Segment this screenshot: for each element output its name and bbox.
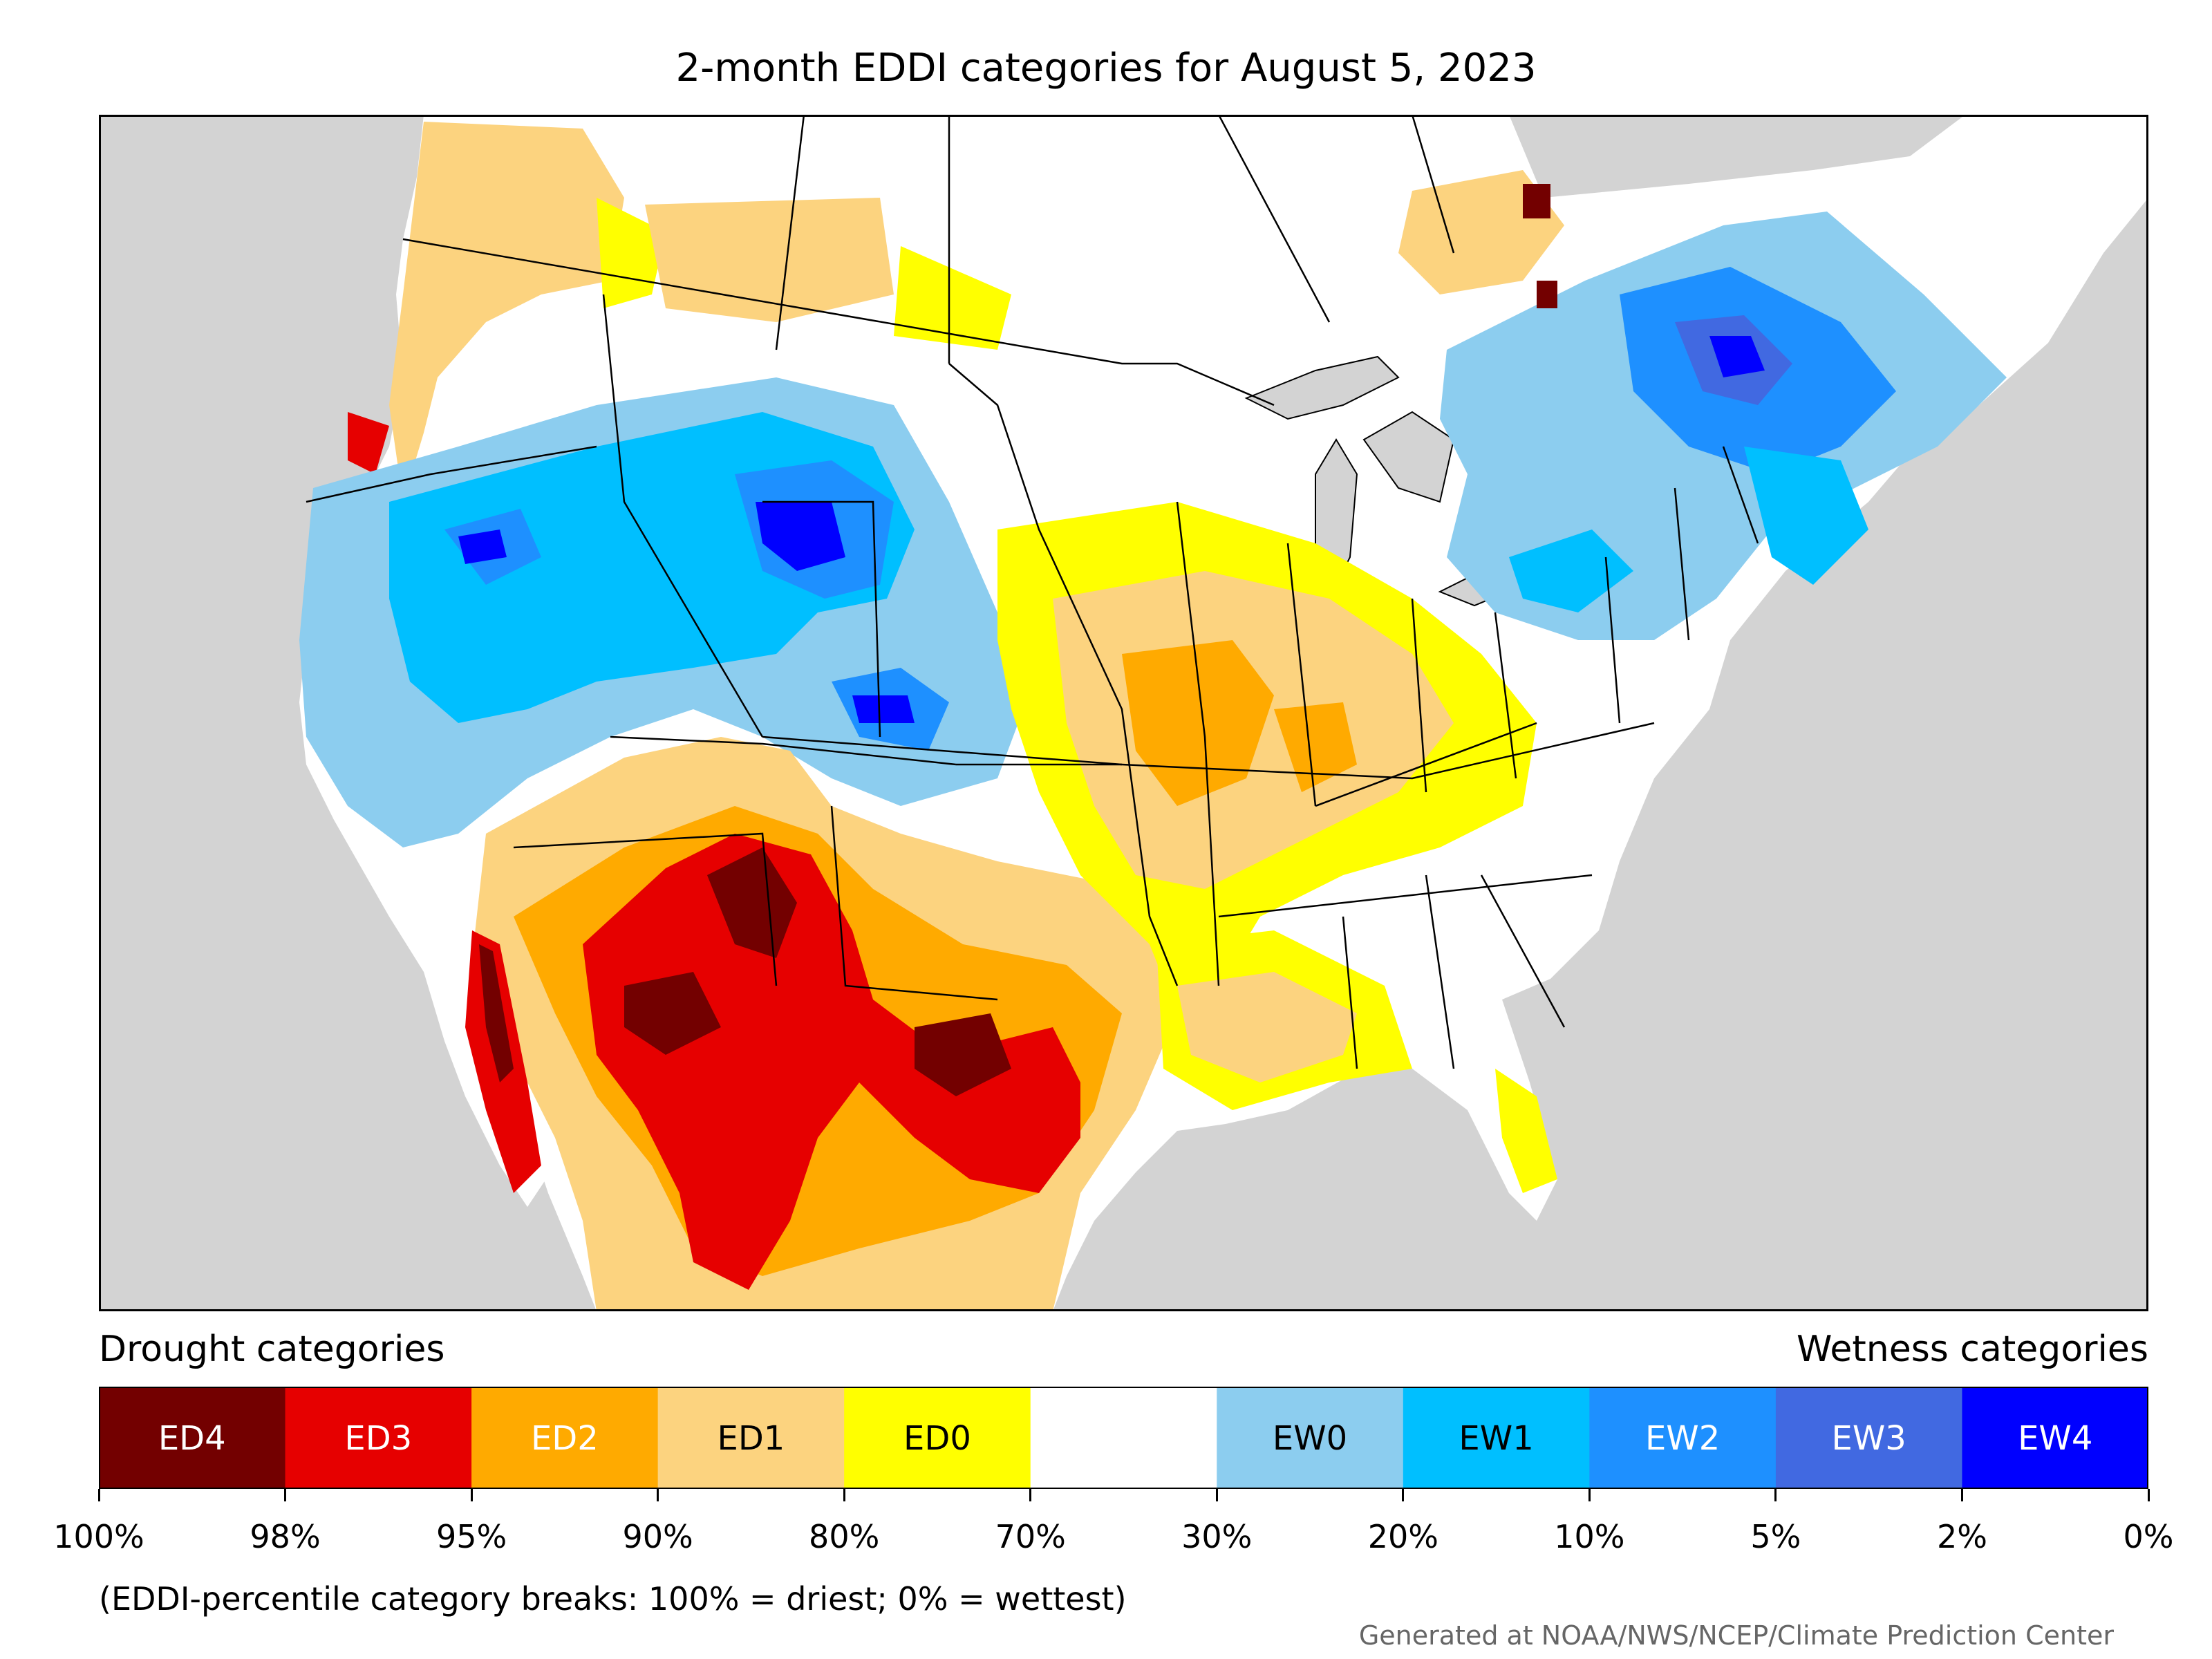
tick-label: 100% xyxy=(53,1518,144,1555)
colorbar-swatch-ed0 xyxy=(844,1387,1031,1489)
map-frame xyxy=(99,115,2148,1311)
tick-label: 20% xyxy=(1367,1518,1438,1555)
colorbar-label-ew3: EW3 xyxy=(1832,1419,1906,1458)
colorbar-label-ew0: EW0 xyxy=(1273,1419,1347,1458)
category-note: (EDDI-percentile category breaks: 100% =… xyxy=(99,1580,1127,1618)
tick-label: 0% xyxy=(2123,1518,2174,1555)
tick-label: 2% xyxy=(1936,1518,1987,1555)
colorbar-swatch-ed4 xyxy=(99,1387,286,1489)
category-patches xyxy=(299,122,2007,1311)
wetness-heading: Wetness categories xyxy=(1797,1329,2148,1370)
tick-mark xyxy=(843,1489,845,1501)
tick-mark xyxy=(1402,1489,1405,1501)
tick-mark xyxy=(284,1489,287,1501)
colorbar-swatch-ew0 xyxy=(1217,1387,1404,1489)
colorbar-swatch-ew1 xyxy=(1403,1387,1590,1489)
colorbar-label-ed1: ED1 xyxy=(717,1419,785,1458)
tick-label: 5% xyxy=(1750,1518,1801,1555)
colorbar-label-ed4: ED4 xyxy=(158,1419,226,1458)
tick-mark xyxy=(1774,1489,1777,1501)
tick-label: 98% xyxy=(250,1518,321,1555)
tick-label: 90% xyxy=(622,1518,693,1555)
credit-text: Generated at NOAA/NWS/NCEP/Climate Predi… xyxy=(1358,1620,2114,1651)
state-borders xyxy=(306,115,1759,1069)
colorbar-swatch-ed2 xyxy=(471,1387,659,1489)
colorbar-label-ed2: ED2 xyxy=(531,1419,599,1458)
category-colorbar: ED4 ED3 ED2 ED1 ED0 EW0 EW1 EW2 EW3 EW4 xyxy=(99,1387,2148,1489)
tick-label: 95% xyxy=(435,1518,507,1555)
map-title: 2-month EDDI categories for August 5, 20… xyxy=(675,46,1537,91)
colorbar-label-ew2: EW2 xyxy=(1645,1419,1720,1458)
colorbar-swatch-ew2 xyxy=(1589,1387,1777,1489)
colorbar-swatch-normal xyxy=(1030,1387,1217,1489)
tick-mark xyxy=(2147,1489,2150,1501)
tick-label: 30% xyxy=(1181,1518,1253,1555)
colorbar-swatch-ew3 xyxy=(1775,1387,1962,1489)
colorbar-label-ew1: EW1 xyxy=(1459,1419,1533,1458)
colorbar-swatch-ew4 xyxy=(1962,1387,2148,1489)
tick-label: 70% xyxy=(995,1518,1066,1555)
drought-heading: Drought categories xyxy=(99,1329,445,1370)
colorbar-label-ew4: EW4 xyxy=(2018,1419,2092,1458)
tick-label: 10% xyxy=(1554,1518,1625,1555)
colorbar-label-ed0: ED0 xyxy=(903,1419,971,1458)
tick-mark xyxy=(1215,1489,1218,1501)
eddi-map xyxy=(99,115,2148,1311)
tick-mark xyxy=(470,1489,473,1501)
tick-mark xyxy=(657,1489,659,1501)
tick-label: 80% xyxy=(809,1518,880,1555)
colorbar-label-ed3: ED3 xyxy=(344,1419,412,1458)
colorbar-frame xyxy=(99,1387,2148,1489)
tick-mark xyxy=(1960,1489,1963,1501)
colorbar-swatch-ed1 xyxy=(657,1387,845,1489)
tick-mark xyxy=(1029,1489,1032,1501)
colorbar-swatch-ed3 xyxy=(285,1387,472,1489)
tick-mark xyxy=(1588,1489,1591,1501)
tick-mark xyxy=(97,1489,100,1501)
